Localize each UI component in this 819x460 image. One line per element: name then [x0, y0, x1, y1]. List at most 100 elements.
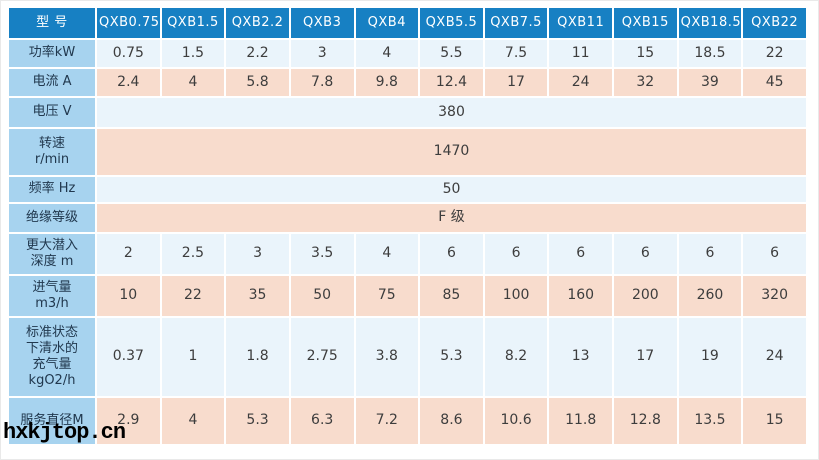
merged-cell-voltage: 380 [97, 98, 806, 127]
model-column-header: 型 号 [9, 8, 95, 38]
cell: 0.37 [97, 318, 160, 396]
table-row-current: 电流 A 2.4 4 5.8 7.8 9.8 12.4 17 24 32 39 … [9, 69, 806, 96]
model-header: QXB11 [549, 8, 612, 38]
cell: 2.4 [97, 69, 160, 96]
cell: 24 [549, 69, 612, 96]
cell: 75 [355, 276, 419, 316]
cell: 11 [549, 40, 612, 67]
table-row-speed: 转速 r/min 1470 [9, 129, 806, 175]
row-label: 电流 A [9, 69, 95, 96]
cell: 24 [743, 318, 806, 396]
model-header: QXB22 [743, 8, 806, 38]
cell: 10.6 [484, 398, 548, 444]
cell: 320 [743, 276, 806, 316]
row-label: 服务直径M [9, 398, 95, 444]
cell: 15 [743, 398, 806, 444]
cell: 2.9 [97, 398, 160, 444]
cell: 15 [614, 40, 677, 67]
cell: 13.5 [678, 398, 742, 444]
table-row-voltage: 电压 V 380 [9, 98, 806, 127]
table-row-oxygen-charge: 标准状态 下清水的 充气量 kgO2/h 0.37 1 1.8 2.75 3.8… [9, 318, 806, 396]
merged-cell-frequency: 50 [97, 177, 806, 202]
row-label: 电压 V [9, 98, 95, 127]
cell: 22 [743, 40, 806, 67]
merged-cell-insulation: F 级 [97, 204, 806, 232]
cell: 17 [614, 318, 677, 396]
table-row-service-diameter: 服务直径M 2.9 4 5.3 6.3 7.2 8.6 10.6 11.8 12… [9, 398, 806, 444]
row-label: 标准状态 下清水的 充气量 kgO2/h [9, 318, 95, 396]
cell: 7.8 [290, 69, 354, 96]
cell: 10 [97, 276, 160, 316]
cell: 7.2 [355, 398, 419, 444]
row-label: 频率 Hz [9, 177, 95, 202]
cell: 2.75 [290, 318, 354, 396]
row-label: 转速 r/min [9, 129, 95, 175]
cell: 22 [161, 276, 225, 316]
cell: 1 [161, 318, 225, 396]
cell: 3 [226, 234, 289, 274]
cell: 6 [678, 234, 742, 274]
pump-spec-table: 型 号 QXB0.75 QXB1.5 QXB2.2 QXB3 QXB4 QXB5… [7, 6, 808, 446]
cell: 13 [549, 318, 612, 396]
row-label: 进气量 m3/h [9, 276, 95, 316]
cell: 8.2 [484, 318, 548, 396]
row-label: 绝缘等级 [9, 204, 95, 232]
cell: 1.8 [226, 318, 289, 396]
cell: 4 [355, 234, 419, 274]
cell: 2 [97, 234, 160, 274]
cell: 200 [614, 276, 677, 316]
cell: 85 [420, 276, 483, 316]
cell: 4 [161, 398, 225, 444]
merged-cell-speed: 1470 [97, 129, 806, 175]
cell: 3 [290, 40, 354, 67]
cell: 3.5 [290, 234, 354, 274]
model-header: QXB2.2 [226, 8, 289, 38]
cell: 4 [161, 69, 225, 96]
cell: 6 [549, 234, 612, 274]
model-header: QXB0.75 [97, 8, 160, 38]
model-header: QXB3 [290, 8, 354, 38]
cell: 5.3 [420, 318, 483, 396]
model-header: QXB15 [614, 8, 677, 38]
cell: 8.6 [420, 398, 483, 444]
model-header: QXB7.5 [484, 8, 548, 38]
header-row: 型 号 QXB0.75 QXB1.5 QXB2.2 QXB3 QXB4 QXB5… [9, 8, 806, 38]
model-header: QXB5.5 [420, 8, 483, 38]
cell: 12.4 [420, 69, 483, 96]
cell: 17 [484, 69, 548, 96]
cell: 5.8 [226, 69, 289, 96]
cell: 35 [226, 276, 289, 316]
table-row-air-intake: 进气量 m3/h 10 22 35 50 75 85 100 160 200 2… [9, 276, 806, 316]
cell: 2.5 [161, 234, 225, 274]
cell: 18.5 [678, 40, 742, 67]
cell: 6.3 [290, 398, 354, 444]
cell: 260 [678, 276, 742, 316]
cell: 7.5 [484, 40, 548, 67]
cell: 11.8 [549, 398, 612, 444]
cell: 6 [420, 234, 483, 274]
model-header: QXB18.5 [678, 8, 742, 38]
cell: 19 [678, 318, 742, 396]
cell: 5.5 [420, 40, 483, 67]
table-row-depth: 更大潜入 深度 m 2 2.5 3 3.5 4 6 6 6 6 6 6 [9, 234, 806, 274]
cell: 3.8 [355, 318, 419, 396]
cell: 1.5 [161, 40, 225, 67]
cell: 45 [743, 69, 806, 96]
cell: 9.8 [355, 69, 419, 96]
model-header: QXB1.5 [161, 8, 225, 38]
row-label: 更大潜入 深度 m [9, 234, 95, 274]
cell: 160 [549, 276, 612, 316]
table-row-power: 功率kW 0.75 1.5 2.2 3 4 5.5 7.5 11 15 18.5… [9, 40, 806, 67]
cell: 6 [484, 234, 548, 274]
cell: 2.2 [226, 40, 289, 67]
cell: 50 [290, 276, 354, 316]
cell: 32 [614, 69, 677, 96]
cell: 5.3 [226, 398, 289, 444]
table-row-insulation: 绝缘等级 F 级 [9, 204, 806, 232]
cell: 12.8 [614, 398, 677, 444]
cell: 100 [484, 276, 548, 316]
watermark-text: hxkjtop.cn [3, 420, 126, 445]
cell: 4 [355, 40, 419, 67]
cell: 6 [743, 234, 806, 274]
cell: 6 [614, 234, 677, 274]
